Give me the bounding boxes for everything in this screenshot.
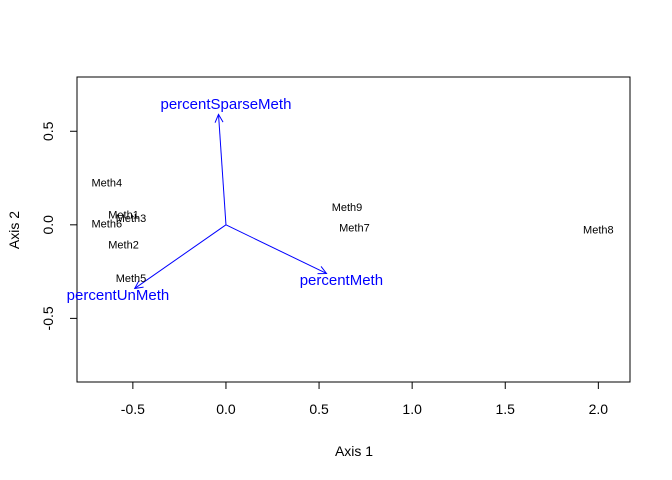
x-axis-title: Axis 1 bbox=[335, 443, 373, 459]
point-label: Meth2 bbox=[108, 239, 139, 251]
vector-arrow bbox=[135, 224, 227, 289]
point-label: Meth7 bbox=[339, 222, 370, 234]
vector-label: percentSparseMeth bbox=[161, 96, 292, 113]
point-label: Meth3 bbox=[116, 213, 147, 225]
point-label: Meth8 bbox=[583, 224, 614, 236]
x-tick-label: 0.0 bbox=[216, 401, 236, 417]
vector-arrow bbox=[219, 114, 227, 225]
point-label: Meth6 bbox=[92, 219, 123, 231]
vector-label: percentUnMeth bbox=[67, 287, 170, 304]
y-axis-title: Axis 2 bbox=[6, 211, 22, 249]
x-tick-label: 2.0 bbox=[589, 401, 609, 417]
y-tick-label: 0.5 bbox=[40, 121, 56, 141]
x-axis: -0.5 0.0 0.5 1.0 1.5 2.0 bbox=[121, 381, 609, 417]
point-label: Meth4 bbox=[92, 178, 123, 190]
loading-vectors: percentSparseMeth percentUnMeth percentMet… bbox=[67, 96, 383, 304]
y-tick-label: -0.5 bbox=[40, 306, 56, 330]
point-label: Meth5 bbox=[116, 273, 147, 285]
x-tick-label: -0.5 bbox=[121, 401, 145, 417]
point-label: Meth1 bbox=[108, 209, 139, 221]
y-tick-label: 0.0 bbox=[40, 215, 56, 235]
x-tick-label: 1.0 bbox=[402, 401, 422, 417]
x-tick-label: 0.5 bbox=[309, 401, 329, 417]
point-label: Meth9 bbox=[332, 202, 363, 214]
x-tick-label: 1.5 bbox=[496, 401, 516, 417]
y-axis: -0.5 0.0 0.5 bbox=[40, 121, 78, 330]
vector-arrow bbox=[225, 224, 327, 274]
vector-label: percentMeth bbox=[300, 272, 383, 289]
